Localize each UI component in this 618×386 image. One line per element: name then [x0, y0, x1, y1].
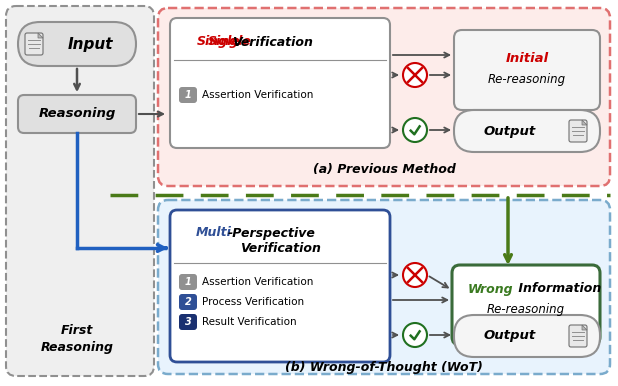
Text: Result Verification: Result Verification: [202, 317, 297, 327]
Text: First: First: [61, 323, 93, 337]
FancyBboxPatch shape: [454, 30, 600, 110]
Text: Verification: Verification: [232, 36, 313, 49]
FancyBboxPatch shape: [18, 95, 136, 133]
Text: 2: 2: [185, 297, 192, 307]
Text: Output: Output: [484, 330, 536, 342]
FancyBboxPatch shape: [179, 87, 197, 103]
Circle shape: [403, 263, 427, 287]
Polygon shape: [582, 325, 587, 330]
Text: Single: Single: [197, 36, 241, 49]
Text: Input: Input: [67, 37, 112, 51]
Text: Process Verification: Process Verification: [202, 297, 304, 307]
Text: Reasoning: Reasoning: [41, 342, 114, 354]
FancyBboxPatch shape: [454, 315, 600, 357]
Polygon shape: [38, 33, 43, 38]
Text: Verification: Verification: [240, 242, 321, 256]
FancyBboxPatch shape: [158, 8, 610, 186]
Text: Information: Information: [514, 283, 601, 296]
Text: Output: Output: [484, 125, 536, 137]
Text: Assertion Verification: Assertion Verification: [202, 277, 313, 287]
Text: Multi: Multi: [196, 227, 232, 239]
FancyBboxPatch shape: [170, 18, 390, 148]
Text: Single: Single: [208, 36, 252, 49]
FancyBboxPatch shape: [179, 274, 197, 290]
Text: Initial: Initial: [506, 51, 549, 64]
Text: 1: 1: [185, 277, 192, 287]
Text: (a) Previous Method: (a) Previous Method: [313, 164, 455, 176]
Text: Wrong: Wrong: [468, 283, 514, 296]
Text: Re-reasoning: Re-reasoning: [488, 73, 566, 86]
FancyBboxPatch shape: [170, 210, 390, 362]
Circle shape: [403, 323, 427, 347]
Polygon shape: [582, 120, 587, 125]
Text: Reasoning: Reasoning: [38, 107, 116, 120]
FancyBboxPatch shape: [25, 33, 43, 55]
Text: Re-reasoning: Re-reasoning: [487, 303, 565, 317]
FancyBboxPatch shape: [454, 110, 600, 152]
FancyBboxPatch shape: [6, 6, 154, 376]
FancyBboxPatch shape: [158, 200, 610, 374]
Circle shape: [403, 118, 427, 142]
FancyBboxPatch shape: [179, 314, 197, 330]
Text: -Perspective: -Perspective: [228, 227, 316, 239]
Circle shape: [403, 63, 427, 87]
Text: 1: 1: [185, 90, 192, 100]
FancyBboxPatch shape: [452, 265, 600, 345]
FancyBboxPatch shape: [569, 325, 587, 347]
FancyBboxPatch shape: [179, 294, 197, 310]
Text: 3: 3: [185, 317, 192, 327]
Text: (b) Wrong-of-Thought (WoT): (b) Wrong-of-Thought (WoT): [285, 362, 483, 374]
FancyBboxPatch shape: [18, 22, 136, 66]
FancyBboxPatch shape: [569, 120, 587, 142]
Text: Assertion Verification: Assertion Verification: [202, 90, 313, 100]
